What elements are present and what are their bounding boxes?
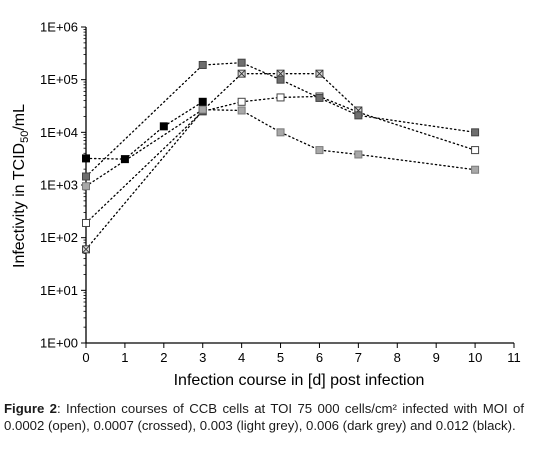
data-point-black (82, 154, 90, 163)
x-axis-title: Infection course in [d] post infection (174, 372, 425, 389)
data-point-open (276, 93, 285, 102)
x-tick-label: 6 (316, 350, 323, 365)
y-tick-label: 1E+00 (40, 336, 78, 351)
caption-label: Figure 2 (4, 401, 58, 416)
series-markers (82, 58, 480, 254)
x-tick-label: 10 (468, 350, 482, 365)
x-tick-label: 8 (394, 350, 401, 365)
figure-caption: Figure 2: Infection courses of CCB cells… (4, 400, 524, 434)
x-tick-label: 7 (355, 350, 362, 365)
series-line-black (85, 101, 204, 160)
data-point-black (198, 97, 207, 106)
data-point-dark-grey (471, 128, 480, 137)
data-point-dark-grey (354, 111, 363, 120)
data-point-light-grey (237, 106, 246, 115)
y-axis-title-main: Infectivity in TCID (11, 143, 28, 268)
data-point-dark-grey (198, 60, 207, 69)
x-tick-label: 9 (433, 350, 440, 365)
data-point-light-grey (198, 105, 207, 114)
data-point-crossed (237, 69, 246, 78)
data-point-dark-grey (276, 75, 285, 84)
data-point-dark-grey (315, 93, 324, 102)
y-tick-label: 1E+04 (40, 125, 78, 140)
x-tick-label: 2 (160, 350, 167, 365)
y-axis-title: Infectivity in TCID50/mL (11, 104, 31, 268)
series-line-light-grey (85, 108, 476, 187)
svg-text:Infectivity in TCID50/mL: Infectivity in TCID50/mL (11, 104, 31, 268)
x-tick-label: 1 (121, 350, 128, 365)
data-point-crossed (82, 245, 90, 254)
data-point-light-grey (315, 146, 324, 155)
caption-text: : Infection courses of CCB cells at TOI … (4, 401, 524, 433)
series-line-crossed (85, 73, 360, 251)
x-tick-label: 4 (238, 350, 245, 365)
data-point-black (159, 122, 168, 131)
x-tick-label: 3 (199, 350, 206, 365)
series-line-open (85, 95, 476, 224)
data-point-light-grey (276, 128, 285, 137)
y-tick-label: 1E+03 (40, 178, 78, 193)
data-point-light-grey (471, 165, 480, 174)
axes: 1E+00 1E+01 1E+02 1E+03 1E+04 1E+05 1E+06 0 1 2 3 4… (40, 20, 521, 366)
data-point-black (120, 155, 129, 164)
x-tick-label: 11 (507, 350, 521, 365)
y-axis-title-tail: /mL (11, 104, 28, 131)
y-tick-label: 1E+05 (40, 72, 78, 87)
data-point-open (237, 97, 246, 106)
data-point-dark-grey (82, 172, 90, 181)
data-point-light-grey (354, 150, 363, 159)
y-tick-label: 1E+02 (40, 230, 78, 245)
y-tick-label: 1E+01 (40, 283, 78, 298)
data-point-dark-grey (237, 58, 246, 67)
series-lines (85, 62, 476, 251)
data-point-open (471, 146, 480, 155)
x-tick-label: 5 (277, 350, 284, 365)
x-tick-label: 0 (82, 350, 89, 365)
data-point-crossed (315, 69, 324, 78)
chart: Infectivity in TCID50/mL Infection cours… (11, 20, 521, 390)
y-axis-title-sub: 50 (19, 131, 31, 143)
data-point-open (82, 218, 90, 227)
data-point-light-grey (82, 182, 90, 191)
y-tick-label: 1E+06 (40, 20, 78, 35)
